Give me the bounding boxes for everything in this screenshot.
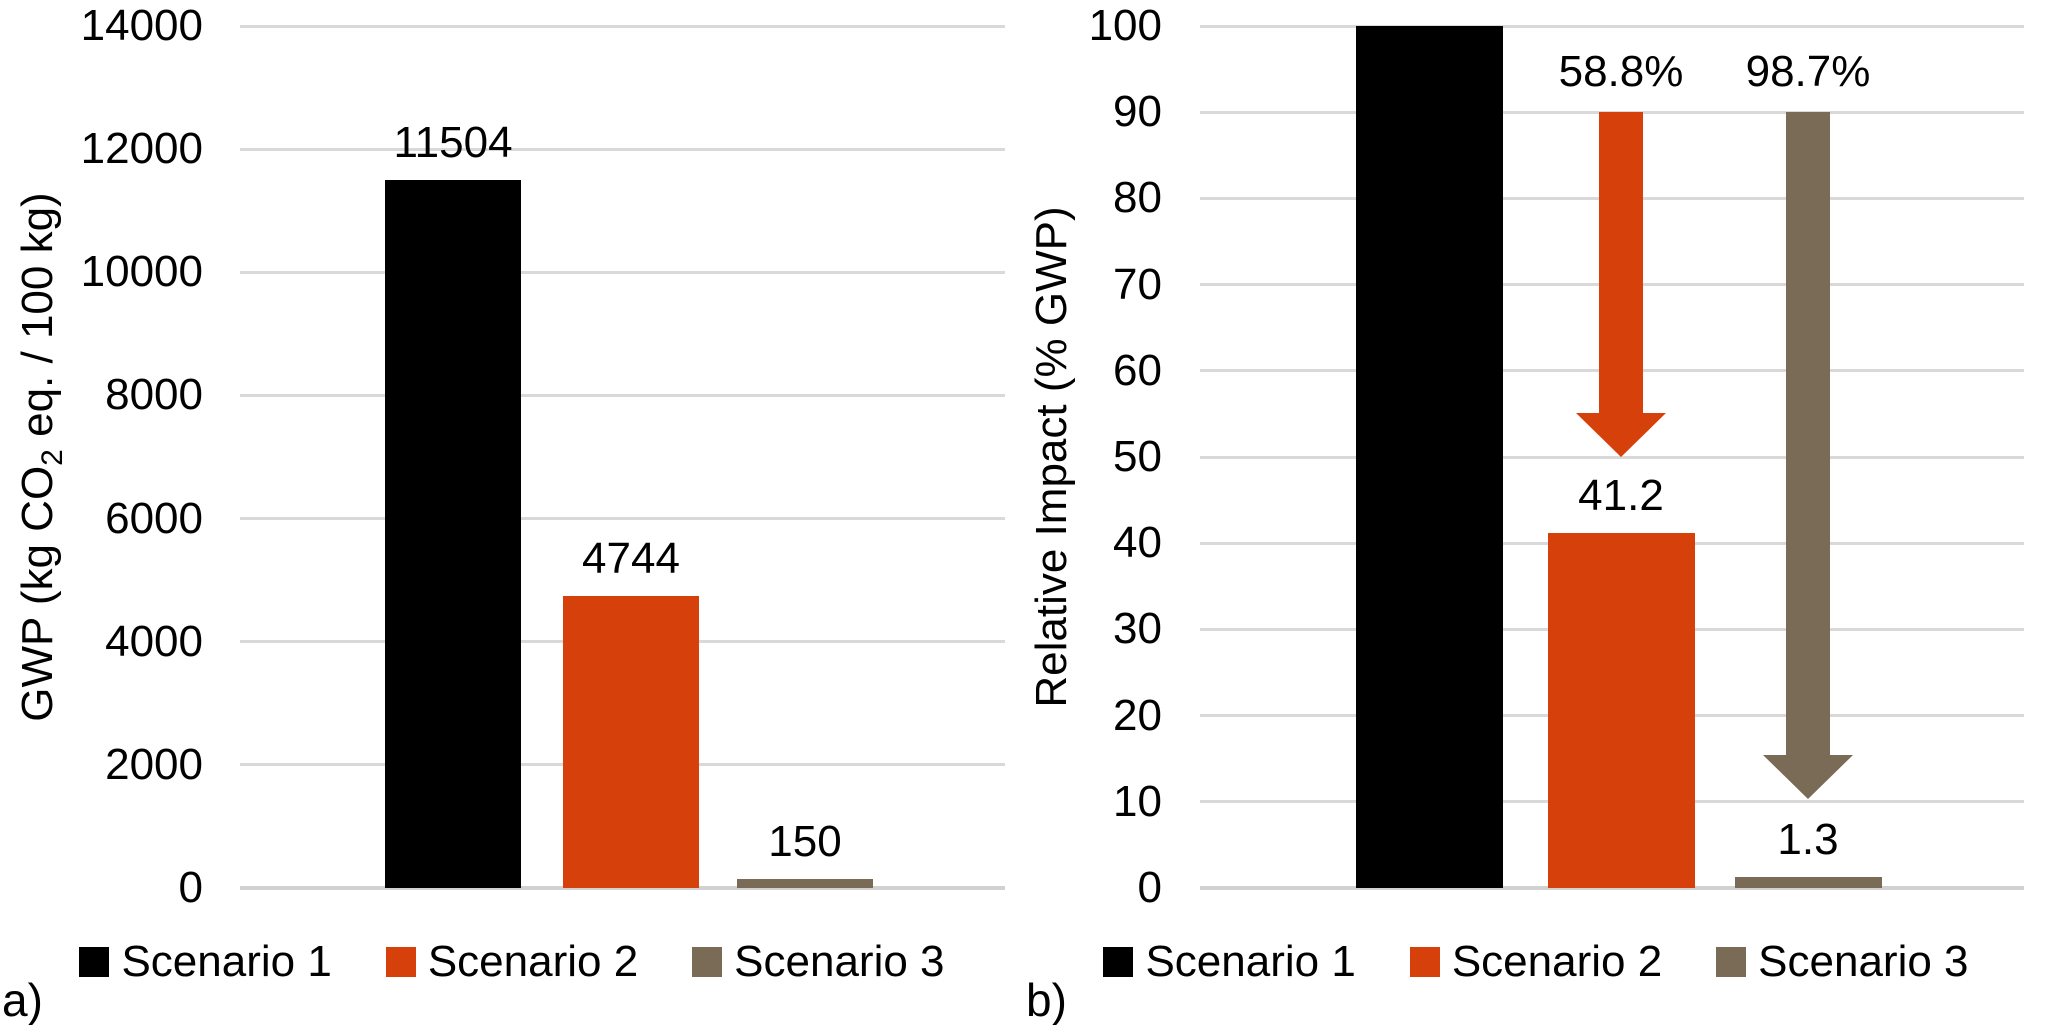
legend-item-label: Scenario 1 [121, 937, 332, 986]
legend-swatch [1716, 947, 1747, 977]
bar-scenario-1 [1356, 26, 1503, 888]
y-tick-label: 20 [1113, 690, 1162, 740]
legend-swatch [692, 947, 723, 977]
y-tick-label: 0 [1137, 863, 1162, 912]
legend-item-scenario-1: Scenario 1 [1103, 934, 1356, 990]
y-tick-label: 90 [1113, 87, 1162, 137]
bar-value-label: 150 [768, 816, 842, 866]
y-tick-label: 40 [1113, 518, 1162, 568]
chart-a: 0 2000 4000 6000 8000 10000 12000 14000 GWP (kg … [0, 1, 1024, 1025]
bar-value-label: 4744 [582, 533, 680, 583]
bar-value-label: 11504 [393, 117, 513, 167]
bar-scenario-2 [563, 595, 699, 888]
legend-swatch [79, 947, 110, 977]
y-tick-label: 50 [1113, 432, 1162, 481]
y-tick-label: 10 [1113, 776, 1162, 826]
gridline [240, 393, 1005, 397]
legend: Scenario 1 Scenario 2 Scenario 3 [1024, 934, 2048, 990]
x-axis-line [1200, 886, 2024, 890]
legend-item-label: Scenario 2 [427, 937, 639, 986]
y-tick-label: 70 [1113, 259, 1162, 309]
y-tick-label: 100 [1088, 1, 1162, 50]
y-tick-label: 12000 [80, 124, 203, 174]
panel-letter: b) [1026, 974, 1067, 1025]
y-tick-label: 30 [1113, 604, 1162, 654]
legend: Scenario 1 Scenario 2 Scenario 3 [0, 934, 1024, 990]
legend-swatch [1409, 947, 1440, 977]
bar-scenario-2 [1548, 532, 1695, 888]
y-tick-label: 4000 [105, 616, 203, 666]
bar-scenario-3 [737, 878, 873, 888]
chart-b: 0 10 20 30 40 50 60 70 80 90 100 Relative Impact (%… [1024, 0, 2048, 1025]
legend-item-scenario-2: Scenario 2 [1409, 934, 1663, 990]
gridline [240, 24, 1005, 28]
y-tick-label: 80 [1113, 173, 1162, 223]
gridline [1200, 24, 2024, 28]
y-tick-label: 60 [1113, 345, 1162, 395]
reduction-arrow [1763, 112, 1853, 799]
y-tick-label: 6000 [105, 493, 203, 543]
bar-scenario-3 [1735, 876, 1882, 888]
legend-swatch [385, 947, 416, 977]
y-tick-label: 10000 [80, 247, 203, 297]
bar-value-label: 1.3 [1777, 814, 1839, 864]
reduction-arrow-label: 58.8% [1558, 47, 1684, 96]
gridline [240, 270, 1005, 274]
legend-item-label: Scenario 3 [1758, 937, 1969, 986]
reduction-arrow-shape [1763, 112, 1853, 799]
legend-item-label: Scenario 3 [734, 937, 945, 986]
legend-item-scenario-3: Scenario 3 [1716, 934, 1969, 990]
reduction-arrow [1576, 112, 1666, 457]
y-tick-label: 8000 [105, 370, 203, 420]
legend-item-label: Scenario 1 [1145, 937, 1356, 986]
y-axis-title: Relative Impact (% GWP) [1027, 206, 1076, 708]
legend-item-label: Scenario 2 [1451, 937, 1663, 986]
panel-letter: a) [2, 974, 43, 1025]
legend-item-scenario-2: Scenario 2 [385, 934, 639, 990]
gridline [1200, 455, 2024, 459]
bar-scenario-1 [385, 179, 521, 888]
reduction-arrow-shape [1576, 112, 1666, 457]
legend-item-scenario-1: Scenario 1 [79, 934, 332, 990]
legend-item-scenario-3: Scenario 3 [692, 934, 945, 990]
bar-value-label: 41.2 [1578, 470, 1664, 520]
y-tick-label: 14000 [80, 1, 203, 50]
legend-swatch [1103, 947, 1134, 977]
y-axis-title: GWP (kg CO2 eq. / 100 kg) [13, 192, 69, 722]
gridline [240, 517, 1005, 521]
gridline [240, 147, 1005, 151]
y-tick-label: 2000 [105, 739, 203, 789]
x-axis-line [240, 886, 1005, 890]
reduction-arrow-label: 98.7% [1745, 47, 1871, 96]
y-tick-label: 0 [178, 863, 203, 912]
